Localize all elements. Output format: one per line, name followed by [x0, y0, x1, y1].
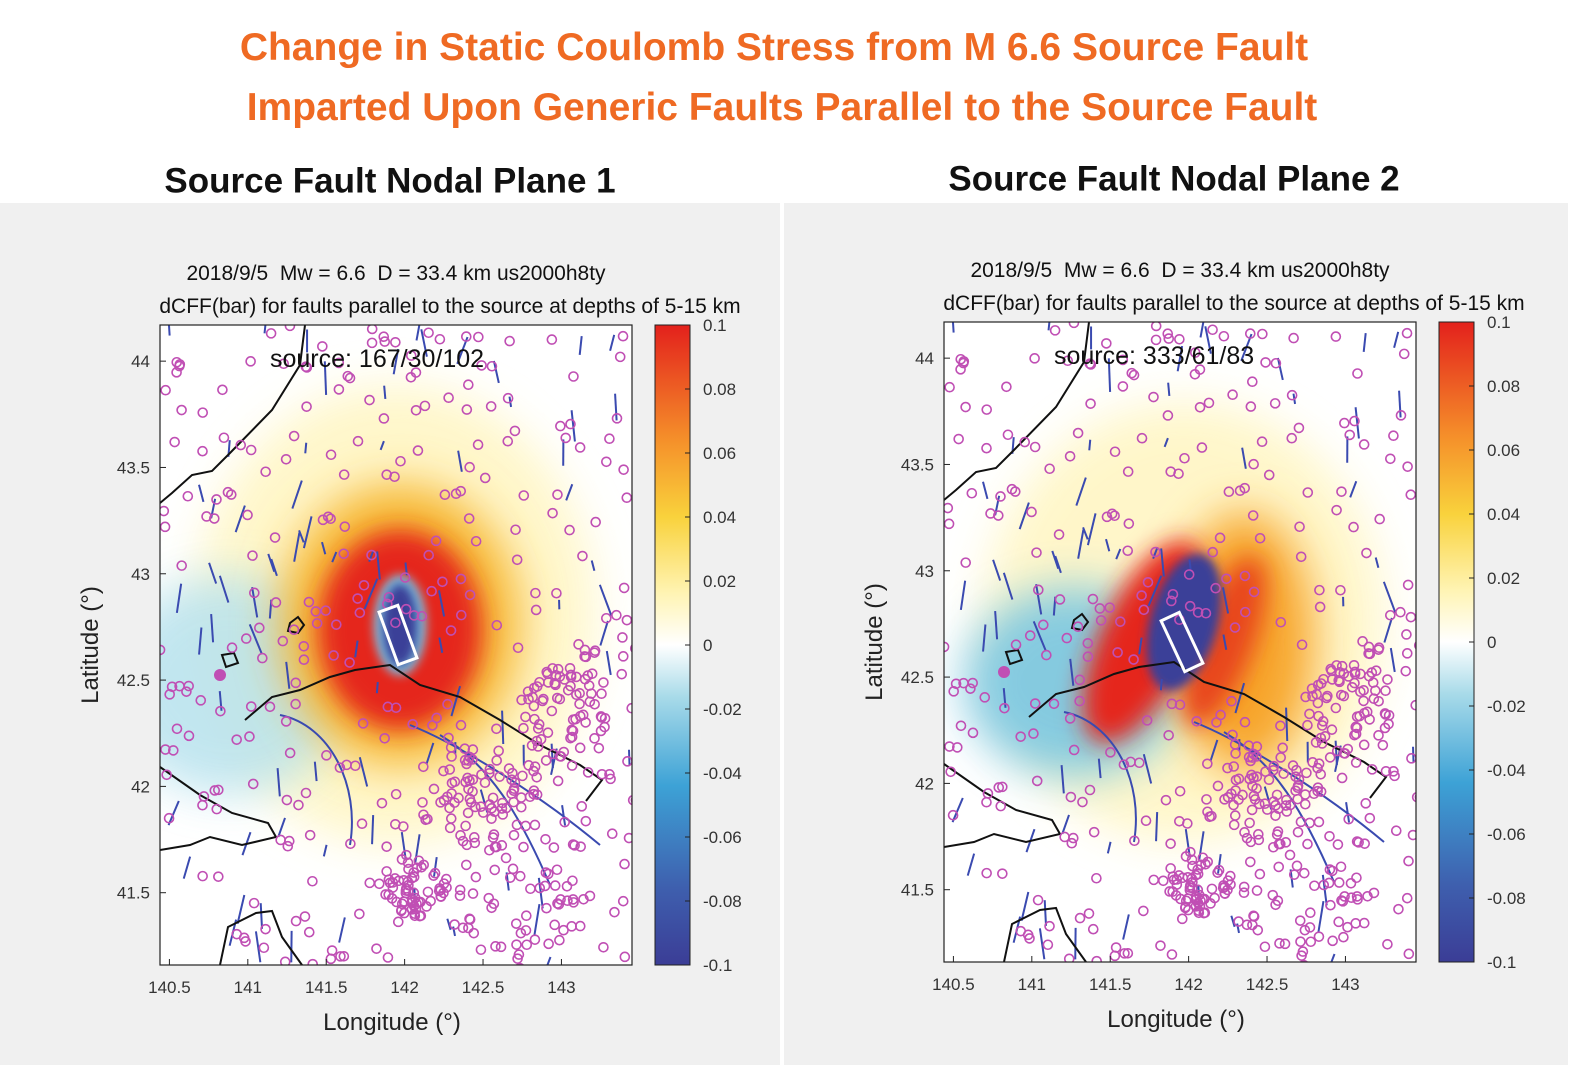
x-tick-label: 143 — [547, 978, 575, 997]
source-label: source: 333/61/83 — [1054, 342, 1254, 370]
y-tick-label: 42 — [915, 774, 934, 793]
source-label: source: 167/30/102 — [270, 345, 484, 373]
fault-line — [261, 903, 262, 929]
colorbar-tick-label: 0.1 — [703, 316, 727, 335]
fault-line — [1156, 812, 1157, 841]
x-tick-label: 142 — [1174, 975, 1202, 994]
colorbar-tick-label: -0.04 — [1487, 761, 1526, 780]
colorbar-tick-label: 0.04 — [703, 508, 736, 527]
y-tick-label: 44 — [915, 349, 934, 368]
colorbar-tick-label: -0.1 — [703, 956, 732, 975]
colorbar-tick-label: -0.06 — [703, 828, 742, 847]
colorbar — [655, 325, 690, 965]
epicenter — [998, 666, 1010, 678]
y-tick-label: 43 — [915, 562, 934, 581]
x-tick-label: 141.5 — [1089, 975, 1132, 994]
x-axis-label: Longitude (°) — [323, 1009, 461, 1036]
x-tick-label: 143 — [1331, 975, 1359, 994]
x-axis-label: Longitude (°) — [1107, 1006, 1245, 1033]
colorbar-tick-label: -0.1 — [1487, 953, 1516, 972]
colorbar-tick-label: 0 — [1487, 633, 1496, 652]
y-tick-label: 41.5 — [117, 884, 150, 903]
fault-line — [1161, 679, 1162, 690]
fault-line — [1045, 900, 1046, 926]
colorbar-tick-label: 0.1 — [1487, 313, 1511, 332]
panel-header: Source Fault Nodal Plane 2 — [948, 159, 1399, 198]
colorbar-tick-label: -0.08 — [1487, 889, 1526, 908]
y-tick-label: 42.5 — [117, 671, 150, 690]
fault-line — [372, 815, 373, 844]
y-tick-label: 44 — [131, 352, 150, 371]
fault-line — [305, 443, 306, 454]
y-axis-label: Latitude (°) — [77, 586, 104, 704]
colorbar-tick-label: -0.02 — [1487, 697, 1526, 716]
plot-title: 2018/9/5 Mw = 6.6 D = 33.4 km us2000h8ty — [186, 262, 606, 285]
colorbar-tick-label: 0.04 — [1487, 505, 1520, 524]
epicenter — [214, 669, 226, 681]
x-tick-label: 140.5 — [932, 975, 975, 994]
colorbar-tick-label: -0.02 — [703, 700, 742, 719]
colorbar-tick-label: -0.08 — [703, 892, 742, 911]
y-tick-label: 43.5 — [117, 458, 150, 477]
plot-title: dCFF(bar) for faults parallel to the sou… — [943, 292, 1524, 315]
fault-line — [377, 682, 378, 693]
y-tick-label: 42 — [131, 777, 150, 796]
colorbar-tick-label: 0.08 — [703, 380, 736, 399]
colorbar-tick-label: 0.02 — [703, 572, 736, 591]
x-tick-label: 142.5 — [462, 978, 505, 997]
x-tick-label: 141 — [1018, 975, 1046, 994]
x-tick-label: 140.5 — [148, 978, 191, 997]
colorbar-tick-label: 0.08 — [1487, 377, 1520, 396]
colorbar-tick-label: 0.06 — [1487, 441, 1520, 460]
plot-title: 2018/9/5 Mw = 6.6 D = 33.4 km us2000h8ty — [970, 259, 1390, 282]
y-axis-label: Latitude (°) — [861, 583, 888, 701]
main-title: Imparted Upon Generic Faults Parallel to… — [247, 86, 1318, 129]
fault-line — [1089, 440, 1090, 451]
x-tick-label: 141 — [234, 978, 262, 997]
colorbar-tick-label: 0.06 — [703, 444, 736, 463]
fault-line — [1168, 383, 1169, 396]
y-tick-label: 41.5 — [901, 881, 934, 900]
x-tick-label: 141.5 — [305, 978, 348, 997]
colorbar — [1439, 322, 1474, 962]
panel-header: Source Fault Nodal Plane 1 — [164, 161, 615, 200]
x-tick-label: 142 — [390, 978, 418, 997]
fault-line — [502, 711, 503, 744]
fault-line — [1286, 708, 1287, 741]
plot-title: dCFF(bar) for faults parallel to the sou… — [159, 295, 740, 318]
main-title: Change in Static Coulomb Stress from M 6… — [240, 26, 1308, 69]
y-tick-label: 42.5 — [901, 668, 934, 687]
colorbar-tick-label: -0.06 — [1487, 825, 1526, 844]
y-tick-label: 43 — [131, 565, 150, 584]
colorbar-tick-label: 0 — [703, 636, 712, 655]
x-tick-label: 142.5 — [1246, 975, 1289, 994]
colorbar-tick-label: -0.04 — [703, 764, 742, 783]
fault-line — [384, 386, 385, 399]
y-tick-label: 43.5 — [901, 455, 934, 474]
colorbar-tick-label: 0.02 — [1487, 569, 1520, 588]
